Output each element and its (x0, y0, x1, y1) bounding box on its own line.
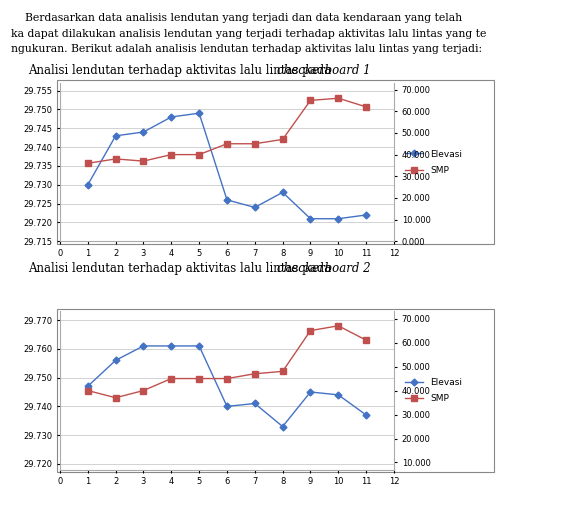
Elevasi (112, 133, 119, 139)
Elevasi (140, 129, 147, 135)
Line: SMP: SMP (85, 323, 369, 401)
Text: Analisi lendutan terhadap aktivitas lalu lintas pada: Analisi lendutan terhadap aktivitas lalu… (29, 64, 336, 77)
Text: checkerboard 1: checkerboard 1 (277, 64, 371, 77)
Legend: Elevasi, SMP: Elevasi, SMP (405, 378, 463, 403)
SMP (140, 387, 147, 393)
Elevasi (112, 357, 119, 363)
SMP (251, 141, 258, 147)
SMP (363, 104, 369, 110)
SMP (223, 375, 230, 381)
Elevasi (168, 114, 175, 120)
SMP (307, 97, 314, 103)
SMP (307, 327, 314, 334)
SMP (335, 95, 341, 101)
Line: Elevasi: Elevasi (85, 344, 369, 429)
Elevasi (251, 400, 258, 406)
Elevasi (279, 189, 286, 196)
SMP (168, 152, 175, 158)
Elevasi (140, 343, 147, 349)
Elevasi (335, 215, 341, 222)
SMP (363, 337, 369, 343)
SMP (140, 158, 147, 164)
SMP (85, 387, 91, 393)
Text: ka dapat dilakukan analisis lendutan yang terjadi terhadap aktivitas lalu lintas: ka dapat dilakukan analisis lendutan yan… (11, 29, 487, 38)
Elevasi (251, 204, 258, 211)
Legend: Elevasi, SMP: Elevasi, SMP (405, 149, 463, 175)
SMP (251, 371, 258, 377)
Elevasi (223, 197, 230, 203)
Elevasi (168, 343, 175, 349)
SMP (279, 136, 286, 143)
Line: Elevasi: Elevasi (85, 111, 369, 221)
Elevasi (196, 343, 203, 349)
Text: Analisi lendutan terhadap aktivitas lalu lintas pada: Analisi lendutan terhadap aktivitas lalu… (29, 262, 336, 275)
Elevasi (196, 110, 203, 116)
SMP (335, 323, 341, 329)
Elevasi (307, 389, 314, 395)
Elevasi (363, 212, 369, 218)
Elevasi (279, 424, 286, 430)
Elevasi (85, 182, 91, 188)
SMP (196, 152, 203, 158)
SMP (279, 368, 286, 375)
Elevasi (223, 403, 230, 409)
Elevasi (85, 383, 91, 389)
SMP (168, 375, 175, 381)
SMP (223, 141, 230, 147)
Elevasi (307, 215, 314, 222)
SMP (85, 160, 91, 167)
Text: checkerboard 2: checkerboard 2 (277, 262, 371, 275)
SMP (112, 156, 119, 162)
SMP (196, 375, 203, 381)
SMP (112, 394, 119, 401)
Elevasi (335, 392, 341, 398)
Line: SMP: SMP (85, 95, 369, 167)
Text: ngukuran. Berikut adalah analisis lendutan terhadap aktivitas lalu lintas yang t: ngukuran. Berikut adalah analisis lendut… (11, 44, 482, 54)
Elevasi (363, 412, 369, 418)
Text: Berdasarkan data analisis lendutan yang terjadi dan data kendaraan yang telah: Berdasarkan data analisis lendutan yang … (11, 13, 463, 23)
